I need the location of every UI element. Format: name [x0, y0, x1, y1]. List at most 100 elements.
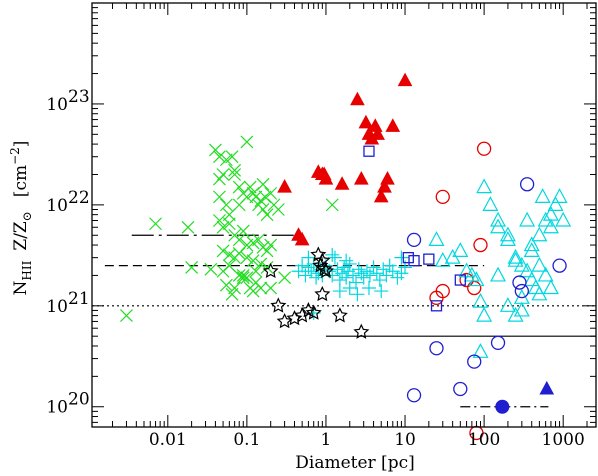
data-point-cross [120, 309, 133, 323]
data-point-triangle-open [472, 343, 489, 358]
data-point-circle-open [473, 237, 488, 253]
data-point-triangle-open [499, 231, 516, 246]
data-point-triangle-open [523, 236, 540, 252]
x-axis-label: Diameter [pc] [295, 453, 414, 473]
data-point-cross [264, 186, 278, 200]
data-point-cross [208, 143, 222, 157]
axis-ticks [92, 2, 596, 427]
data-point-star [286, 309, 303, 326]
data-point-circle-open [453, 381, 468, 397]
data-point-plus [291, 264, 306, 279]
data-point-triangle-open [472, 292, 489, 308]
data-point-plus [394, 250, 409, 265]
data-point-triangle-open [551, 188, 568, 203]
y-tick-label: 10 [46, 196, 68, 216]
data-point-triangle-open [468, 271, 485, 287]
x-tick-label: 100 [468, 430, 500, 450]
data-point-triangle-open [490, 218, 507, 234]
data-point-triangle-open [482, 196, 499, 211]
data-point-star [316, 260, 333, 277]
data-point-cross [325, 198, 339, 212]
data-point-star [314, 285, 331, 302]
data-point-triangle-filled [353, 171, 369, 185]
data-point-plus [337, 260, 352, 275]
data-point-cross [216, 220, 230, 234]
data-point-triangle-filled [358, 114, 374, 129]
data-point-plus [325, 247, 340, 262]
data-point-star [353, 323, 370, 339]
data-point-plus [298, 268, 313, 283]
data-point-triangle-open [507, 248, 524, 264]
data-point-cross [249, 264, 263, 278]
data-point-cross [236, 224, 250, 238]
data-point-triangle-filled [350, 91, 365, 106]
data-point-triangle-open [537, 266, 554, 282]
data-point-triangle-open [555, 211, 572, 227]
data-point-cross [252, 233, 265, 247]
data-point-cross [240, 135, 254, 149]
data-point-triangle-open [531, 256, 548, 272]
data-point-plus [374, 284, 389, 299]
data-point-cross [219, 198, 233, 212]
data-point-star [294, 307, 311, 323]
data-point-plus [356, 270, 371, 285]
data-point-cross [232, 247, 246, 260]
data-point-cross [185, 261, 199, 274]
data-point-plus [349, 275, 364, 290]
data-point-cross [258, 190, 272, 204]
data-point-triangle-filled [377, 179, 392, 193]
data-point-star [317, 262, 334, 279]
data-point-circle-open [552, 258, 567, 273]
data-point-triangle-open [523, 271, 540, 287]
data-point-plus [301, 250, 316, 265]
x-tick-label: 0.1 [233, 430, 260, 450]
data-point-triangle-open [547, 196, 564, 211]
data-point-circle-open [512, 275, 527, 290]
data-point-cross [254, 281, 268, 295]
data-points [120, 72, 572, 441]
data-point-cross [243, 180, 257, 194]
data-point-cross [213, 172, 226, 186]
data-point-star [300, 301, 317, 318]
data-point-circle-open [490, 335, 506, 350]
x-tick-label: 10 [394, 430, 416, 450]
data-point-triangle-open [490, 266, 507, 282]
data-point-triangle-open [519, 262, 536, 278]
data-point-cross [228, 168, 242, 181]
data-point-plus [351, 262, 366, 277]
data-point-square-open [408, 255, 420, 267]
y-tick-exponent: 21 [68, 289, 90, 309]
data-point-cross [246, 254, 260, 268]
data-point-cross [260, 208, 274, 222]
x-tick-label: 1000 [542, 430, 585, 450]
y-tick-exponent: 23 [68, 87, 90, 107]
data-point-triangle-open [507, 251, 524, 267]
data-point-cross [240, 251, 254, 265]
data-point-star [331, 307, 348, 323]
data-point-triangle-filled [277, 179, 292, 193]
data-point-star [276, 312, 293, 329]
x-tick-label: 0.01 [149, 430, 187, 450]
data-point-plus [339, 253, 354, 268]
data-point-cross [260, 261, 274, 274]
data-point-plus [295, 258, 310, 273]
data-point-square-open [454, 274, 466, 286]
data-point-triangle-filled [539, 380, 555, 395]
data-point-plus [394, 266, 409, 281]
data-point-plus [350, 287, 365, 302]
data-point-triangle-open [519, 211, 536, 227]
data-point-circle-open [406, 232, 422, 248]
data-point-circle-open [429, 341, 444, 356]
data-point-cross [232, 198, 246, 212]
data-point-square-open [423, 253, 435, 265]
data-point-cross [256, 177, 270, 191]
y-tick-label: 10 [46, 95, 68, 115]
data-point-plus [342, 256, 357, 271]
data-point-triangle-open [499, 226, 516, 242]
data-point-cross [232, 180, 246, 194]
data-point-triangle-open [531, 285, 548, 301]
data-point-cross [232, 269, 246, 282]
data-point-circle-open [467, 280, 482, 296]
data-point-triangle-filled [397, 72, 413, 87]
data-point-plus [332, 284, 347, 299]
